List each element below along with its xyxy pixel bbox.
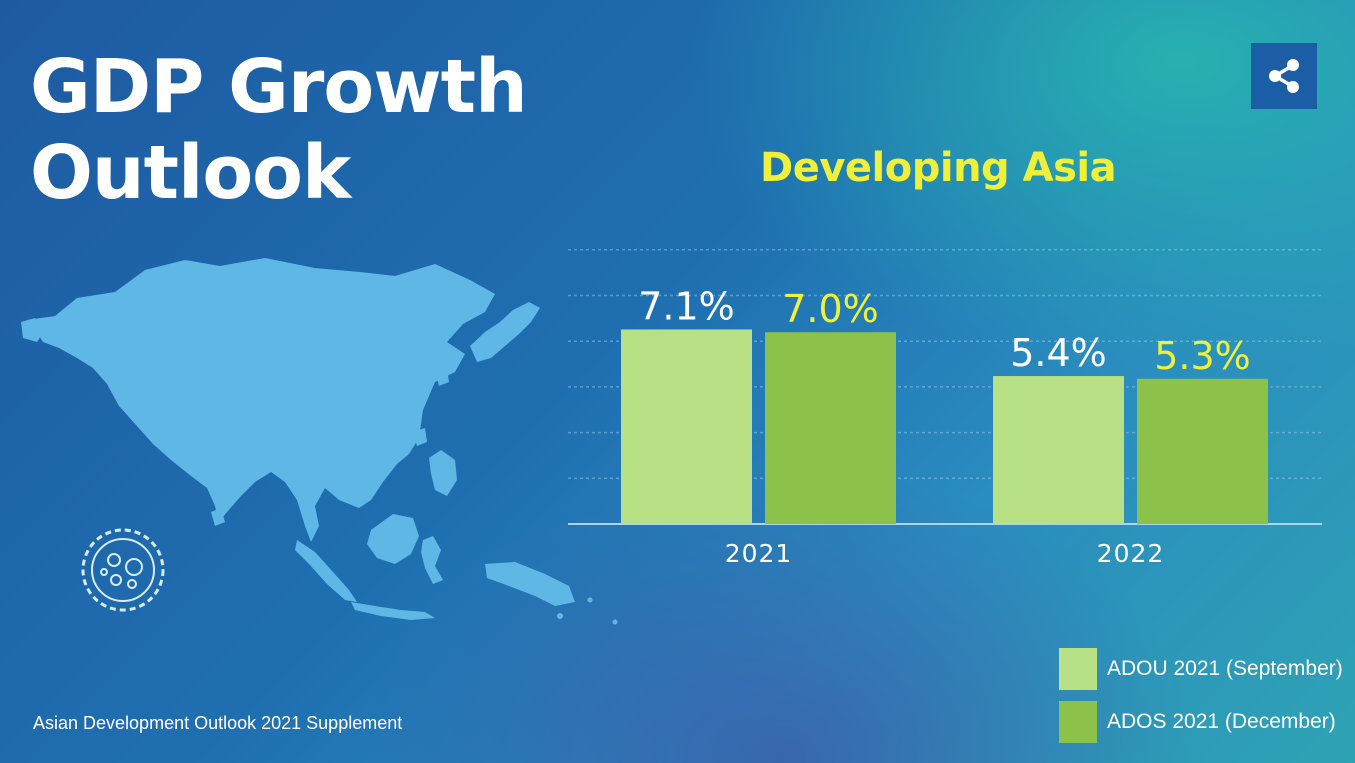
legend-item-series-2: ADOS 2021 (December) (1059, 701, 1343, 743)
data-label-2022-series-1: 5.4% (1010, 331, 1107, 375)
chart-legend: ADOU 2021 (September) ADOS 2021 (Decembe… (1059, 648, 1343, 754)
chart-value-labels: 7.1% 7.0% 5.4% 5.3% (638, 284, 1251, 377)
share-button[interactable] (1251, 43, 1317, 109)
share-icon (1269, 59, 1299, 93)
bar-2022-series-2 (1137, 378, 1268, 524)
virus-icon (81, 528, 165, 612)
legend-item-series-1: ADOU 2021 (September) (1059, 648, 1343, 690)
page-title: GDP Growth Outlook (30, 44, 528, 216)
bar-chart: 7.1% 7.0% 5.4% 5.3% 2021 2022 (568, 249, 1322, 568)
chart-bars (621, 329, 1268, 524)
title-line-1: GDP Growth (30, 44, 528, 130)
x-tick-label-2022: 2022 (1097, 539, 1165, 568)
bar-2022-series-1 (993, 376, 1124, 524)
legend-swatch-series-2 (1059, 701, 1097, 743)
data-label-2022-series-2: 5.3% (1154, 334, 1251, 378)
bar-2021-series-1 (621, 329, 752, 524)
chart-x-tick-labels: 2021 2022 (725, 539, 1165, 568)
bar-2021-series-2 (765, 332, 896, 524)
legend-label-series-2: ADOS 2021 (December) (1107, 710, 1336, 733)
legend-swatch-series-1 (1059, 648, 1097, 690)
title-line-2: Outlook (30, 130, 351, 216)
data-label-2021-series-1: 7.1% (638, 284, 735, 328)
legend-label-series-1: ADOU 2021 (September) (1107, 657, 1343, 680)
source-note: Asian Development Outlook 2021 Supplemen… (33, 713, 403, 733)
asia-map (21, 258, 618, 625)
x-tick-label-2021: 2021 (725, 539, 793, 568)
data-label-2021-series-2: 7.0% (782, 287, 879, 331)
chart-title: Developing Asia (760, 145, 1117, 191)
